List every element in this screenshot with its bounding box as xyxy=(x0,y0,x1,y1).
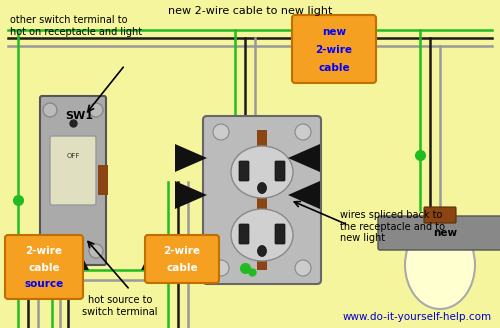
Text: 2-wire: 2-wire xyxy=(164,246,200,256)
FancyBboxPatch shape xyxy=(292,15,376,83)
FancyBboxPatch shape xyxy=(239,224,249,244)
Circle shape xyxy=(43,103,57,117)
FancyBboxPatch shape xyxy=(98,165,108,195)
Circle shape xyxy=(213,124,229,140)
Circle shape xyxy=(89,103,103,117)
Ellipse shape xyxy=(258,245,266,256)
FancyBboxPatch shape xyxy=(50,136,96,205)
Polygon shape xyxy=(141,242,169,270)
Polygon shape xyxy=(61,242,89,270)
FancyBboxPatch shape xyxy=(203,116,321,284)
FancyBboxPatch shape xyxy=(239,161,249,181)
FancyBboxPatch shape xyxy=(5,235,83,299)
FancyBboxPatch shape xyxy=(424,207,456,223)
Text: new 2-wire cable to new light: new 2-wire cable to new light xyxy=(168,6,332,16)
FancyBboxPatch shape xyxy=(378,216,500,250)
Polygon shape xyxy=(175,181,207,209)
FancyBboxPatch shape xyxy=(257,130,267,270)
Text: www.do-it-yourself-help.com: www.do-it-yourself-help.com xyxy=(343,312,492,322)
Text: source: source xyxy=(24,279,64,289)
Ellipse shape xyxy=(231,146,293,198)
Polygon shape xyxy=(288,181,320,209)
Circle shape xyxy=(295,124,311,140)
Ellipse shape xyxy=(405,221,475,309)
Text: 2-wire: 2-wire xyxy=(26,246,63,256)
Polygon shape xyxy=(288,144,320,172)
Circle shape xyxy=(89,244,103,258)
Text: OFF: OFF xyxy=(66,153,80,159)
Text: cable: cable xyxy=(28,263,60,273)
Text: hot source to
switch terminal: hot source to switch terminal xyxy=(82,295,158,317)
FancyBboxPatch shape xyxy=(275,161,285,181)
Ellipse shape xyxy=(63,241,83,249)
Circle shape xyxy=(43,244,57,258)
Text: cable: cable xyxy=(166,263,198,273)
Text: other switch terminal to
hot on receptacle and light: other switch terminal to hot on receptac… xyxy=(10,15,142,37)
Text: cable: cable xyxy=(318,63,350,72)
Ellipse shape xyxy=(231,209,293,261)
FancyBboxPatch shape xyxy=(40,96,106,265)
Text: new: new xyxy=(433,228,457,238)
Circle shape xyxy=(213,260,229,276)
Text: 2-wire: 2-wire xyxy=(316,45,352,55)
Text: wires spliced back to
the receptacle and to
new light: wires spliced back to the receptacle and… xyxy=(340,210,445,243)
Text: SW1: SW1 xyxy=(65,111,93,121)
Polygon shape xyxy=(175,144,207,172)
FancyBboxPatch shape xyxy=(145,235,219,283)
Circle shape xyxy=(295,260,311,276)
Text: new: new xyxy=(322,27,346,37)
FancyBboxPatch shape xyxy=(275,224,285,244)
Ellipse shape xyxy=(258,182,266,194)
